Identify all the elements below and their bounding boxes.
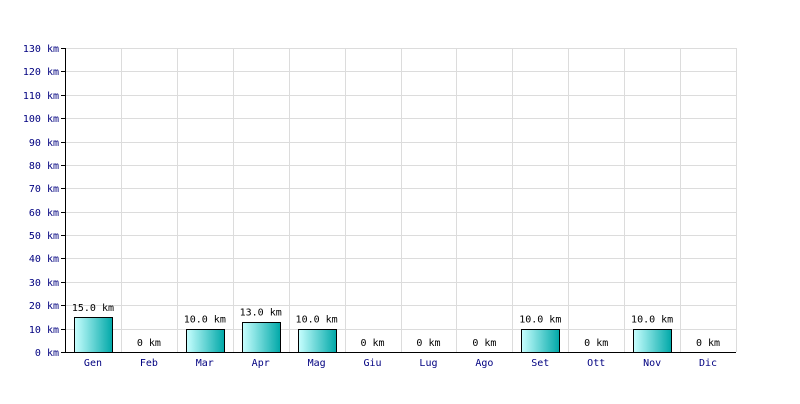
x-tick-label: Lug xyxy=(419,358,437,369)
data-label: 10.0 km xyxy=(296,315,338,326)
y-tick-label: 80 km xyxy=(29,161,59,172)
y-tick-label: 30 km xyxy=(29,278,59,289)
bar-mar xyxy=(186,329,225,353)
y-tick-label: 100 km xyxy=(23,114,59,125)
bar-set xyxy=(521,329,560,353)
data-label: 0 km xyxy=(584,338,608,349)
data-labels: 15.0 km 0 km 10.0 km 13.0 km 10.0 km 0 km 0 km… xyxy=(72,303,720,349)
bars xyxy=(74,317,672,353)
x-tick-label: Feb xyxy=(140,358,158,369)
bar-nov xyxy=(633,329,672,353)
x-tick-label: Set xyxy=(531,358,549,369)
data-label: 0 km xyxy=(696,338,720,349)
data-label: 0 km xyxy=(472,338,496,349)
bar-gen xyxy=(74,317,113,353)
x-tick-label: Apr xyxy=(252,358,270,369)
y-tick-label: 50 km xyxy=(29,231,59,242)
x-tick-label: Mar xyxy=(196,358,214,369)
data-label: 0 km xyxy=(416,338,440,349)
x-tick-label: Gen xyxy=(84,358,102,369)
grid-lines xyxy=(65,48,737,352)
data-label: 0 km xyxy=(137,338,161,349)
data-label: 10.0 km xyxy=(631,315,673,326)
y-tick-label: 0 km xyxy=(35,348,59,359)
y-tick-label: 60 km xyxy=(29,208,59,219)
y-tick-label: 40 km xyxy=(29,254,59,265)
x-tick-label: Nov xyxy=(643,358,661,369)
data-label: 15.0 km xyxy=(72,303,114,314)
bar-mag xyxy=(298,329,337,353)
y-tick-label: 110 km xyxy=(23,91,59,102)
x-tick-label: Giu xyxy=(364,358,382,369)
y-tick-label: 120 km xyxy=(23,67,59,78)
x-tick-label: Mag xyxy=(308,358,326,369)
y-tick-label: 20 km xyxy=(29,301,59,312)
y-tick-label: 130 km xyxy=(23,44,59,55)
axes xyxy=(61,48,736,353)
data-label: 0 km xyxy=(360,338,384,349)
y-tick-label: 10 km xyxy=(29,325,59,336)
y-tick-label: 70 km xyxy=(29,184,59,195)
x-axis-tick-labels: Gen Feb Mar Apr Mag Giu Lug Ago Set Ott Nov Dic xyxy=(84,358,717,369)
data-label: 13.0 km xyxy=(240,308,282,319)
x-tick-label: Ago xyxy=(475,358,493,369)
x-tick-label: Ott xyxy=(587,358,605,369)
x-tick-label: Dic xyxy=(699,358,717,369)
bar-apr xyxy=(242,322,281,353)
y-tick-label: 90 km xyxy=(29,138,59,149)
data-label: 10.0 km xyxy=(519,315,561,326)
data-label: 10.0 km xyxy=(184,315,226,326)
y-axis-tick-labels: 0 km 10 km 20 km 30 km 40 km 50 km 60 km 70 km 8… xyxy=(23,44,59,359)
